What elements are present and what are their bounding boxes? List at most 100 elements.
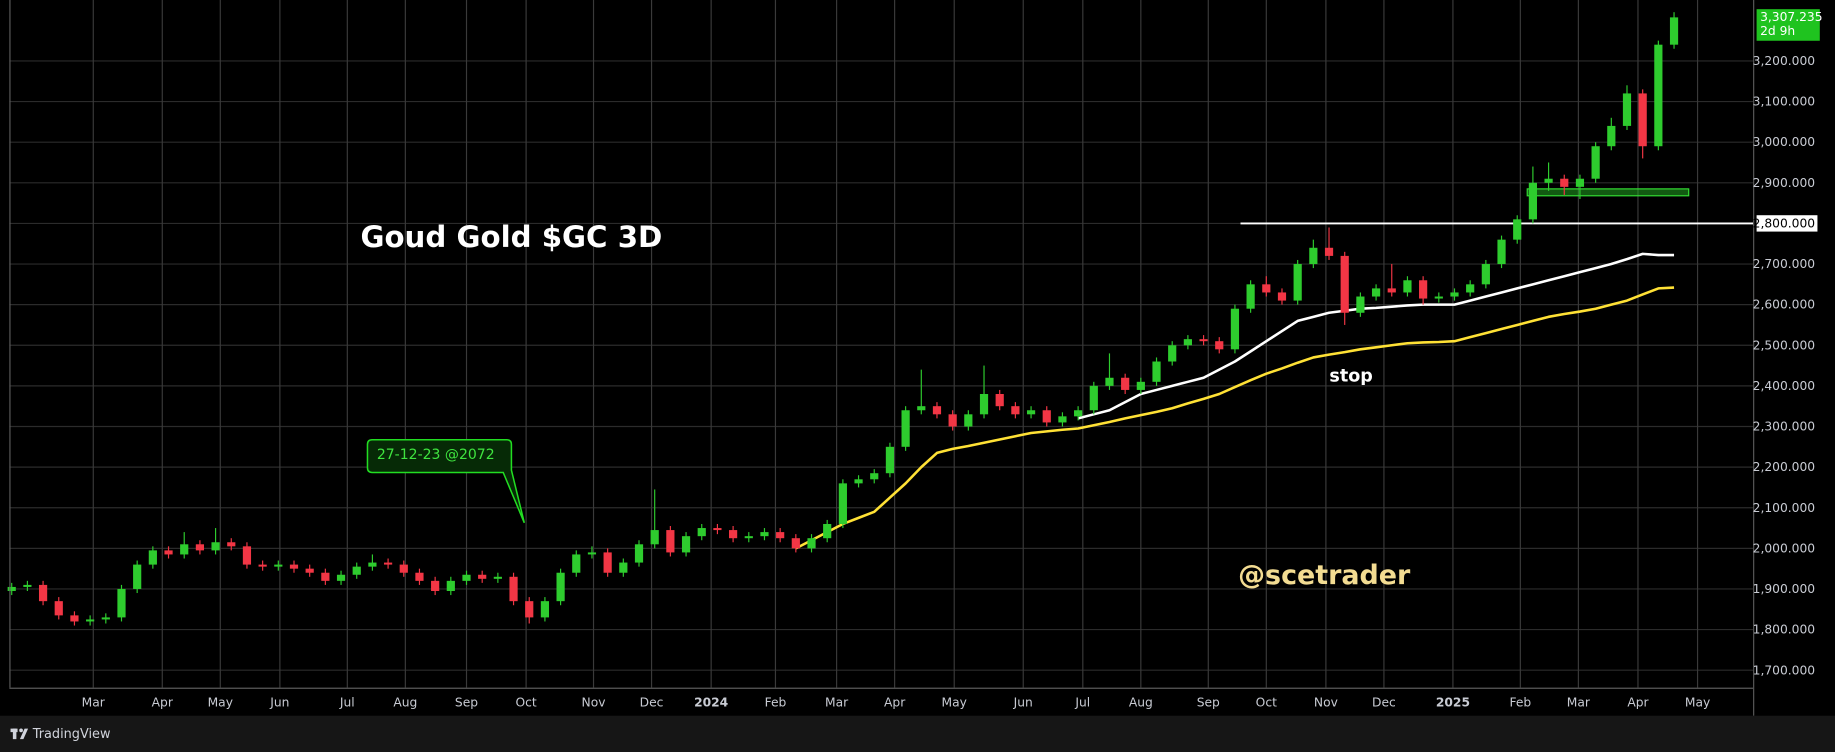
x-tick-label: 2024 xyxy=(694,695,728,709)
candle-body xyxy=(1246,284,1255,309)
y-tick-label: 2,500.000 xyxy=(1753,338,1815,352)
candle-body xyxy=(383,562,393,565)
candle-body xyxy=(760,532,769,537)
candle-body xyxy=(462,574,471,581)
countdown-label: 2d 9h xyxy=(1760,24,1795,38)
candle-body xyxy=(823,523,832,539)
x-tick-label: Apr xyxy=(1627,695,1649,709)
candle-body xyxy=(1026,410,1036,415)
callout: 27-12-23 @2072 xyxy=(366,438,526,524)
y-tick-label: 3,100.000 xyxy=(1753,95,1815,109)
candle-body xyxy=(885,446,895,474)
candle-body xyxy=(1403,280,1412,293)
candle-body xyxy=(525,601,534,618)
candle-body xyxy=(1121,377,1130,390)
x-tick-label: Jul xyxy=(339,695,355,709)
candle-body xyxy=(619,562,628,573)
candle-body xyxy=(1058,416,1067,423)
watermark: @scetrader xyxy=(1238,560,1411,591)
candle-body xyxy=(54,601,63,616)
candle-body xyxy=(1042,410,1051,423)
candle-body xyxy=(493,576,502,579)
x-tick-label: Nov xyxy=(582,695,606,709)
candle-body xyxy=(744,536,753,539)
candle-body xyxy=(211,542,220,551)
candle-body xyxy=(854,479,863,484)
x-tick-label: Apr xyxy=(152,695,174,709)
candle-body xyxy=(1654,44,1663,147)
x-tick-label: Nov xyxy=(1314,695,1338,709)
candle-body xyxy=(1152,361,1161,382)
candle-body xyxy=(1136,381,1145,390)
candle-body xyxy=(901,410,910,447)
x-tick-label: Dec xyxy=(1372,695,1396,709)
candle-body xyxy=(1544,178,1553,183)
candle-body xyxy=(870,473,879,480)
candle-body xyxy=(1011,406,1020,415)
last-price-label: 3,307.235 xyxy=(1760,10,1822,24)
x-tick-label: May xyxy=(942,695,967,709)
candle-body xyxy=(572,554,581,573)
x-tick-label: Mar xyxy=(825,695,849,709)
candle-body xyxy=(1513,219,1522,240)
candle-body xyxy=(1199,339,1208,342)
candle-body xyxy=(1074,410,1083,417)
candle-body xyxy=(1277,292,1287,301)
moving-average xyxy=(1077,252,1675,420)
candle-body xyxy=(509,576,518,602)
y-tick-label: 2,800.000 xyxy=(1753,216,1815,230)
footer-bar xyxy=(0,715,1835,752)
candle-body xyxy=(729,530,738,539)
candle-body xyxy=(1183,339,1192,346)
candle-body xyxy=(1419,280,1428,299)
y-tick-label: 3,000.000 xyxy=(1753,135,1815,149)
candle-body xyxy=(242,546,252,565)
candle-body xyxy=(446,580,455,592)
candle-body xyxy=(23,584,32,587)
candle-body xyxy=(791,538,800,549)
candle-body xyxy=(1262,284,1271,293)
candle-body xyxy=(917,406,926,411)
x-tick-label: Feb xyxy=(765,695,787,709)
chart-title: Goud Gold $GC 3D xyxy=(360,220,662,254)
y-tick-label: 1,900.000 xyxy=(1753,582,1815,596)
y-tick-label: 2,200.000 xyxy=(1753,460,1815,474)
candle-body xyxy=(979,394,989,415)
candle-body xyxy=(1387,288,1396,293)
candle-body xyxy=(1340,255,1349,313)
x-tick-label: Mar xyxy=(1567,695,1591,709)
brand: TradingView xyxy=(32,727,111,742)
candle-body xyxy=(1497,239,1506,265)
x-tick-label: Aug xyxy=(393,695,417,709)
x-tick-label: Jun xyxy=(1013,695,1033,709)
x-tick-label: Aug xyxy=(1129,695,1153,709)
x-tick-label: 2025 xyxy=(1436,695,1470,709)
candle-body xyxy=(38,584,48,602)
y-tick-label: 2,400.000 xyxy=(1753,379,1815,393)
candle-body xyxy=(995,394,1004,407)
candle-body xyxy=(1607,125,1616,147)
candle-body xyxy=(540,601,550,618)
y-tick-label: 2,600.000 xyxy=(1753,298,1815,312)
y-tick-label: 2,700.000 xyxy=(1753,257,1815,271)
candle-body xyxy=(1324,247,1334,256)
candle-body xyxy=(289,564,299,569)
candle-body xyxy=(697,528,706,537)
callout-box xyxy=(366,438,526,524)
candle-body xyxy=(117,588,126,618)
x-tick-label: Feb xyxy=(1509,695,1531,709)
candle-body xyxy=(1575,178,1585,187)
candle-body xyxy=(556,572,565,602)
candle-body xyxy=(274,564,283,567)
y-tick-label: 2,100.000 xyxy=(1753,501,1815,515)
candle-body xyxy=(180,544,189,555)
y-tick-label: 2,000.000 xyxy=(1753,541,1815,555)
candle-body xyxy=(70,615,79,622)
candle-body xyxy=(86,619,95,622)
candle-body xyxy=(164,550,173,555)
candle-body xyxy=(368,562,377,567)
candle-body xyxy=(7,586,16,592)
